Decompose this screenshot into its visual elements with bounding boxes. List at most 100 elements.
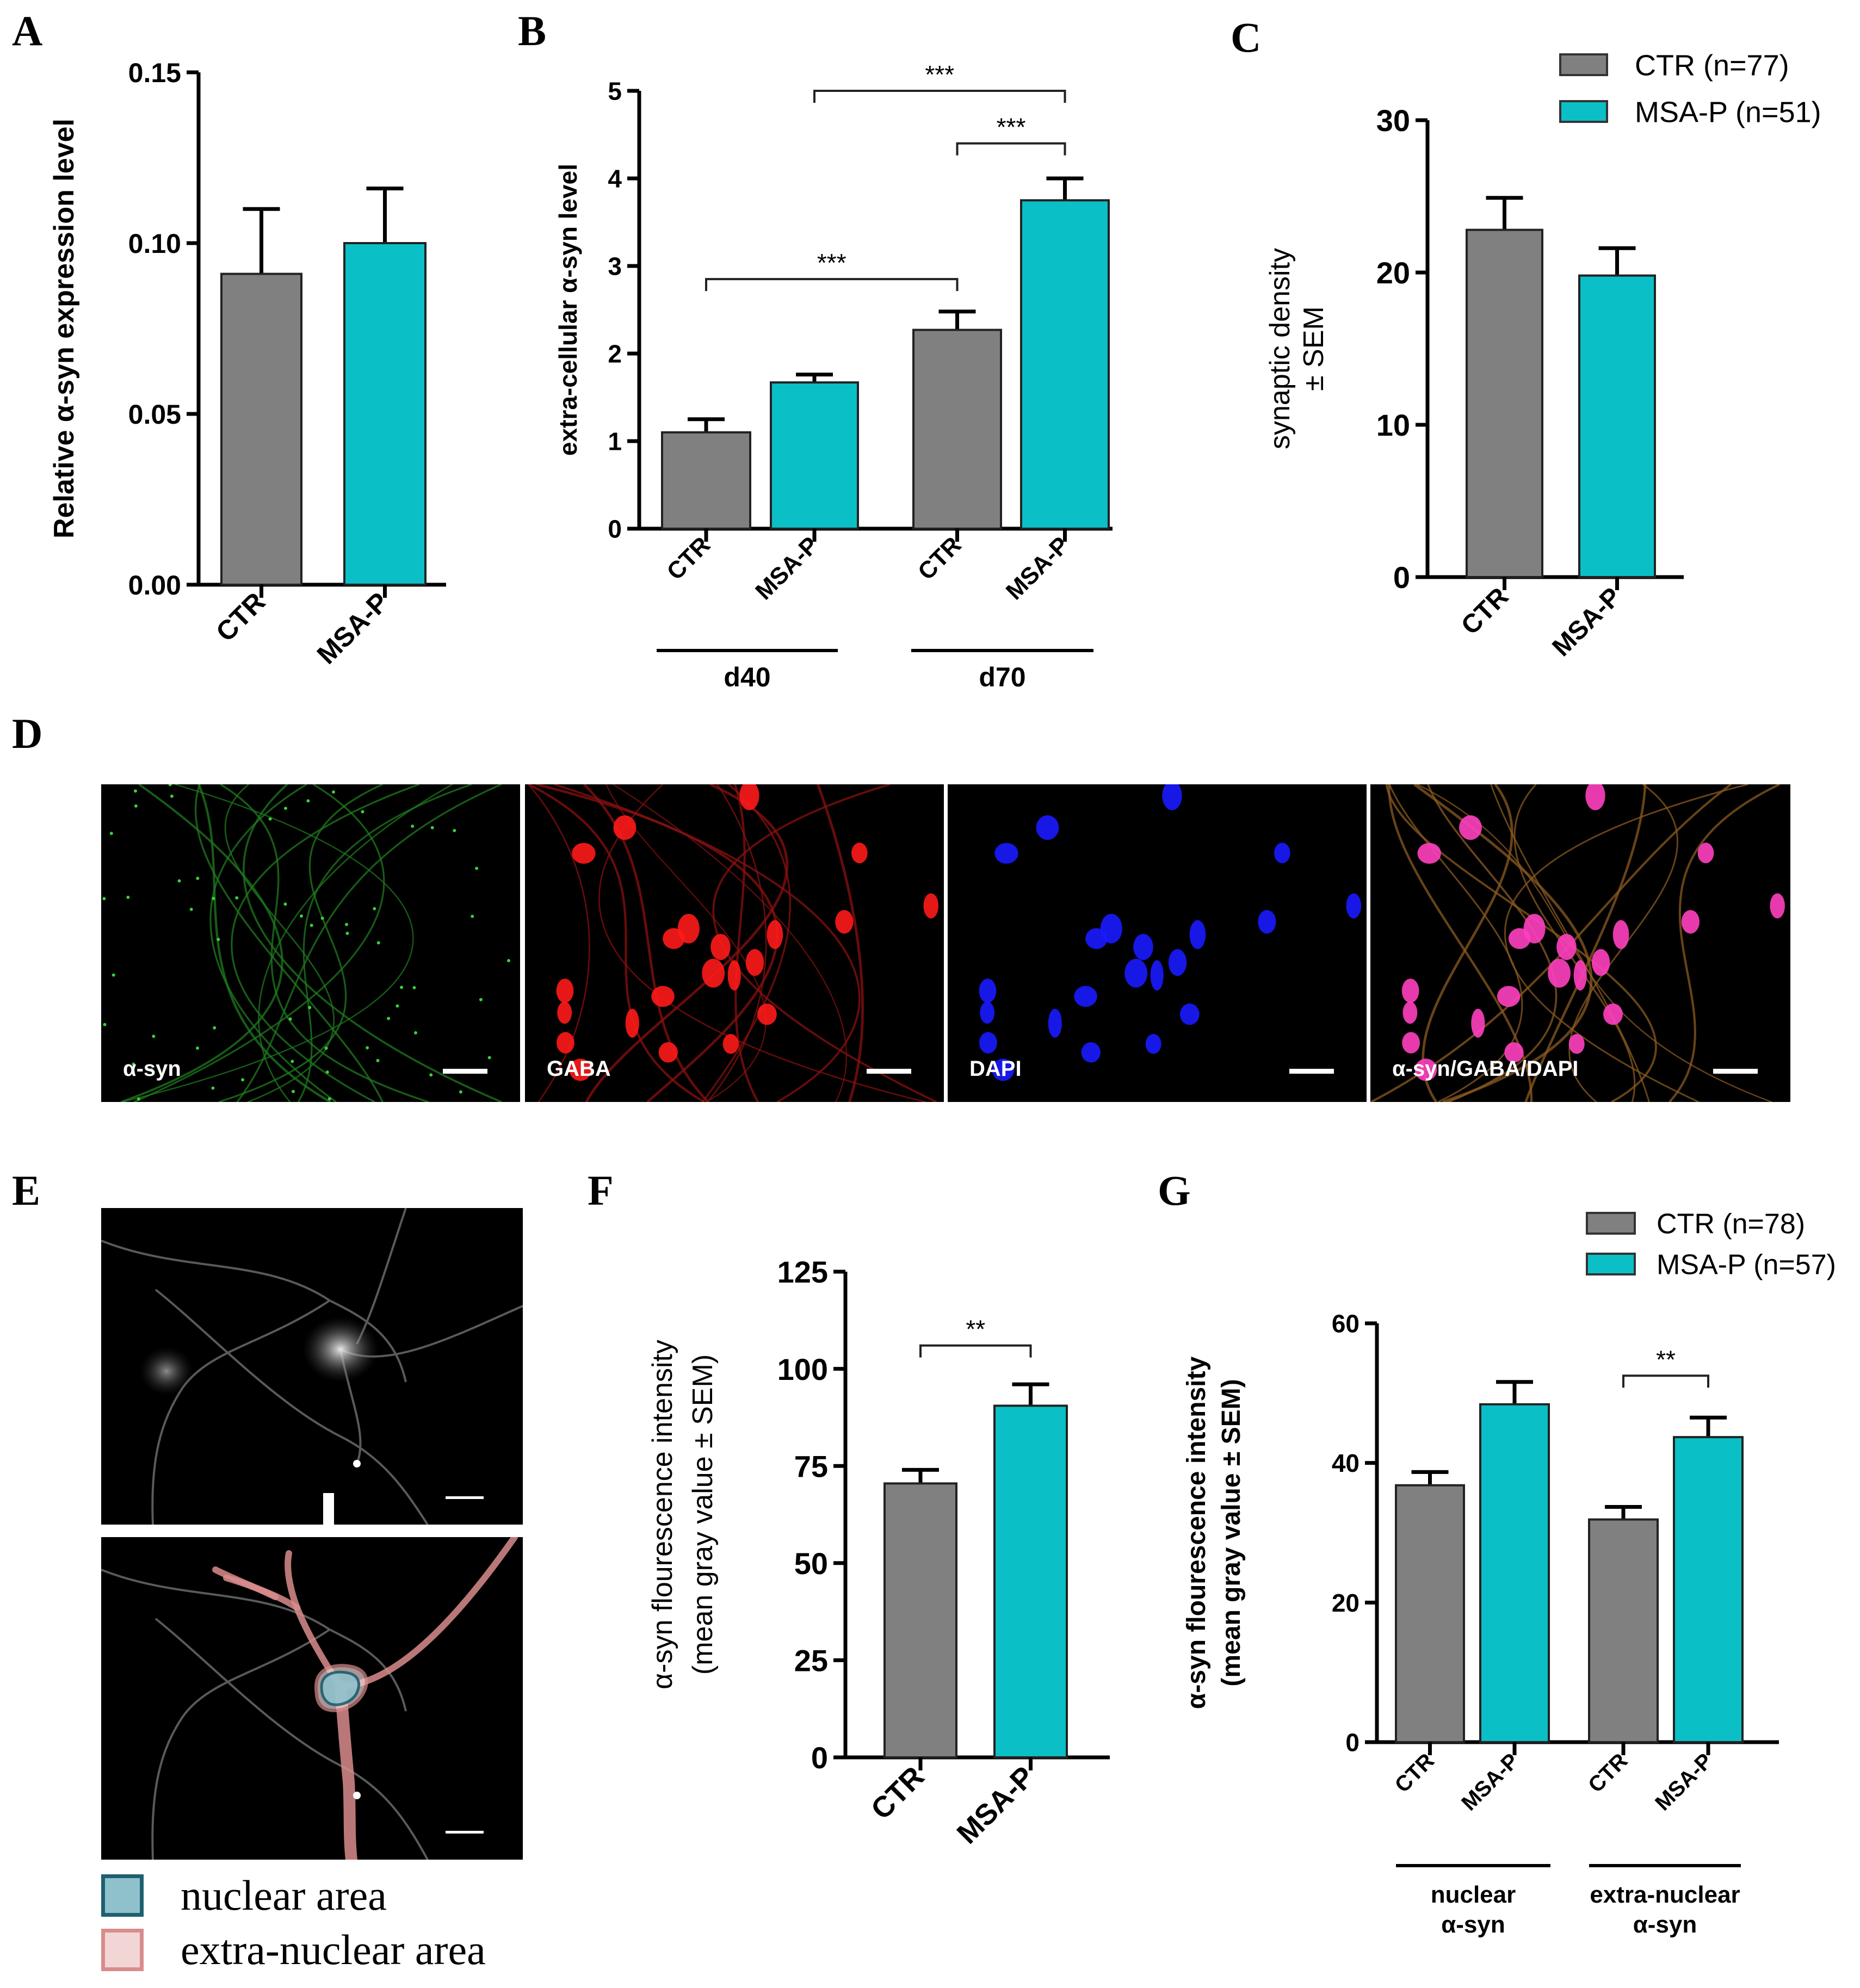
neuron-annotated-image — [101, 1537, 518, 1860]
y-tick-label: 20 — [1332, 1589, 1360, 1617]
y-tick-label: 125 — [777, 1255, 828, 1289]
legend-label: nuclear area — [181, 1872, 387, 1919]
micrograph-label: α-syn — [123, 1057, 181, 1081]
panel-letter-e: E — [12, 1167, 41, 1214]
micrograph-label: α-syn/GABA/DAPI — [1392, 1057, 1579, 1081]
y-tick-label: 0.00 — [128, 570, 181, 600]
bar-ctr — [1466, 228, 1543, 579]
nuclear-area-swatch — [101, 1874, 144, 1917]
micrograph-render — [979, 784, 1362, 1081]
x-tick-label: MSA-P — [1547, 582, 1627, 662]
y-tick-label: 0 — [1393, 560, 1410, 594]
y-tick-label: 0.10 — [128, 228, 181, 259]
significance-label: *** — [925, 60, 954, 89]
micrograph-render — [528, 784, 939, 1102]
group-label: d40 — [724, 662, 770, 692]
y-axis-label: (mean gray value ± SEM) — [687, 1354, 719, 1675]
panel-letter-f: F — [588, 1167, 614, 1214]
neuron-grayscale-image — [101, 1208, 523, 1525]
micrograph-label: DAPI — [969, 1057, 1022, 1081]
y-tick-label: 0 — [811, 1741, 828, 1775]
y-tick-label: 30 — [1376, 103, 1410, 138]
y-tick-label: 10 — [1376, 408, 1410, 442]
legend-label: CTR (n=78) — [1657, 1209, 1805, 1240]
y-tick-label: 0 — [1345, 1729, 1360, 1757]
scale-bar — [867, 1069, 911, 1074]
bar-ctr — [1395, 1484, 1465, 1744]
legend-label: MSA-P (n=51) — [1635, 96, 1821, 128]
y-tick-label: 100 — [777, 1352, 828, 1386]
bar-msa-p — [1578, 274, 1656, 579]
panel-letter-b: B — [518, 7, 547, 54]
legend-label: extra-nuclear area — [181, 1926, 486, 1973]
significance-bracket — [705, 278, 959, 292]
bar-msa-p — [1673, 1436, 1744, 1743]
y-tick-label: 3 — [608, 252, 622, 281]
y-axis-label: extra-cellular α-syn level — [554, 164, 582, 456]
y-tick-label: 60 — [1332, 1310, 1360, 1338]
bar-ctr — [883, 1482, 957, 1758]
x-tick-label: MSA-P — [1457, 1749, 1523, 1815]
chart-panel-c: 0 10 20 30 CTR MSA-P synaptic density ± SEM CTR … — [1264, 49, 1821, 662]
bar-ctr — [912, 329, 1002, 530]
group-label-sub: α-syn — [1633, 1911, 1697, 1938]
scale-bar — [446, 1831, 484, 1834]
scale-bar — [1289, 1069, 1334, 1074]
x-tick-label: CTR — [1456, 582, 1514, 640]
x-tick-label: MSA-P — [311, 586, 395, 670]
legend-nuclear-area: nuclear area — [101, 1871, 387, 1920]
bar-msa-p — [770, 381, 859, 530]
micrograph-green: α-syn — [101, 784, 520, 1102]
legend-label: CTR (n=77) — [1635, 49, 1789, 82]
legend-swatch — [1586, 1212, 1636, 1235]
x-tick-label: MSA-P — [1001, 531, 1074, 605]
legend-swatch — [1586, 1253, 1636, 1275]
group-label-sub: α-syn — [1441, 1911, 1505, 1938]
micrograph-merge: α-syn/GABA/DAPI — [1370, 784, 1790, 1102]
panel-e-image-original — [101, 1208, 523, 1525]
significance-label: ** — [966, 1315, 985, 1343]
y-axis-label: synaptic density — [1264, 248, 1296, 449]
micrograph-render — [102, 784, 511, 1102]
y-tick-label: 20 — [1376, 256, 1410, 290]
y-tick-label: 2 — [608, 340, 622, 368]
y-tick-label: 40 — [1332, 1449, 1360, 1477]
x-tick-label: MSA-P — [1651, 1749, 1717, 1815]
panel-letter-a: A — [12, 7, 43, 54]
legend-label: MSA-P (n=57) — [1657, 1249, 1836, 1281]
y-tick-label: 75 — [794, 1449, 828, 1483]
legend-extra-nuclear-area: extra-nuclear area — [101, 1925, 486, 1974]
micrograph-render — [1370, 784, 1785, 1102]
chart-panel-g: 0 20 40 60 CTR MSA-P CTR MSA-P nuclear α-syn extra… — [1182, 1209, 1836, 1938]
panel-letter-d: D — [12, 710, 43, 757]
bar-msa-p — [1020, 199, 1110, 530]
micrograph-blue: DAPI — [948, 784, 1367, 1102]
significance-label: *** — [817, 249, 846, 277]
x-tick-label: MSA-P — [750, 531, 824, 605]
micrograph-label: GABA — [547, 1057, 611, 1081]
significance-label: *** — [997, 113, 1026, 141]
panel-e-image-annotated — [101, 1537, 523, 1860]
significance-bracket — [1622, 1374, 1709, 1388]
legend-swatch — [1559, 100, 1608, 123]
y-axis-label: (mean gray value ± SEM) — [1217, 1379, 1246, 1686]
x-tick-label: CTR — [1391, 1749, 1439, 1797]
scale-bar — [446, 1496, 484, 1499]
x-tick-label: MSA-P — [951, 1760, 1041, 1850]
bar-msa-p — [993, 1404, 1068, 1758]
panel-letter-c: C — [1231, 14, 1262, 61]
bar-ctr — [1588, 1518, 1659, 1744]
extra-nuclear-area-swatch — [101, 1929, 144, 1971]
significance-bracket — [919, 1344, 1032, 1358]
scale-bar — [1713, 1069, 1758, 1074]
bar-msa-p — [343, 242, 427, 586]
micrograph-red: GABA — [525, 784, 944, 1102]
y-tick-label: 0 — [608, 515, 622, 543]
y-tick-label: 1 — [608, 428, 622, 456]
group-label: extra-nuclear — [1590, 1881, 1740, 1908]
bar-ctr — [661, 431, 751, 530]
nuclear-area-overlay — [320, 1670, 361, 1706]
